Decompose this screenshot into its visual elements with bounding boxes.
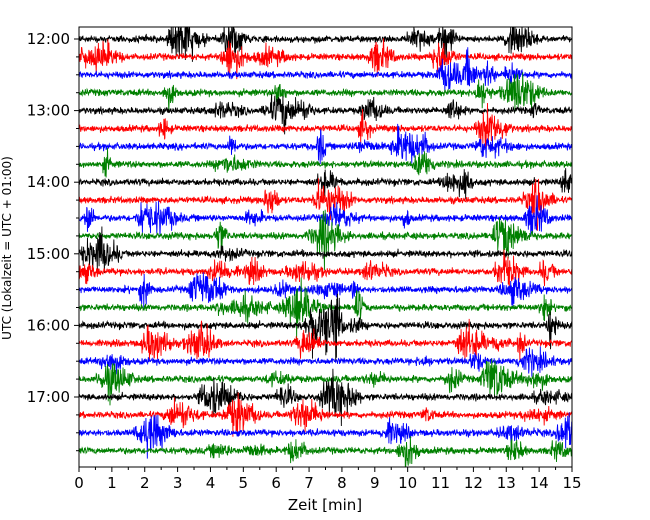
- trace-line: [79, 103, 572, 149]
- y-tick-label: 16:00: [27, 316, 70, 334]
- trace-line: [79, 293, 572, 362]
- x-tick-label: 2: [140, 474, 150, 492]
- x-tick-label: 7: [304, 474, 314, 492]
- trace-line: [79, 178, 572, 231]
- x-tick-label: 1: [107, 474, 117, 492]
- trace-line: [79, 249, 572, 293]
- trace-line: [79, 226, 572, 273]
- x-tick-label: 12: [464, 474, 483, 492]
- trace-line: [79, 412, 572, 459]
- x-tick-label: 9: [370, 474, 380, 492]
- trace-line: [79, 94, 572, 135]
- x-tick-label: 14: [530, 474, 549, 492]
- x-tick-label: 6: [271, 474, 281, 492]
- y-axis-label: UTC (Lokalzeit = UTC + 01:00): [0, 156, 14, 340]
- trace-line: [79, 47, 572, 93]
- seismogram-traces: [79, 27, 572, 467]
- trace-line: [79, 209, 572, 270]
- x-tick-label: 4: [206, 474, 216, 492]
- x-tick-label: 15: [562, 474, 581, 492]
- x-tick-label: 10: [398, 474, 417, 492]
- x-tick-label: 5: [239, 474, 249, 492]
- y-tick-label: 14:00: [27, 173, 70, 191]
- y-tick-label: 17:00: [27, 388, 70, 406]
- trace-line: [79, 436, 572, 467]
- trace-line: [79, 277, 572, 342]
- x-tick-label: 8: [337, 474, 347, 492]
- x-tick-label: 13: [497, 474, 516, 492]
- trace-line: [79, 392, 572, 437]
- trace-line: [79, 346, 572, 377]
- y-axis: 12:00 13:00 14:00 15:00 16:00 17:00: [27, 30, 79, 452]
- x-tick-label: 0: [74, 474, 84, 492]
- y-tick-label: 15:00: [27, 245, 70, 263]
- trace-line: [79, 168, 572, 200]
- x-tick-label: 3: [173, 474, 183, 492]
- y-tick-label: 12:00: [27, 30, 70, 48]
- trace-line: [79, 318, 572, 362]
- x-axis-label: Zeit [min]: [288, 496, 362, 514]
- trace-line: [79, 72, 572, 113]
- trace-line: [79, 38, 572, 80]
- trace-line: [79, 27, 572, 65]
- trace-line: [79, 358, 572, 406]
- trace-line: [79, 368, 572, 427]
- x-axis: 0 1 2 3 4 5 6 7 8 9 10 11 12 13 14 15: [74, 467, 582, 492]
- trace-line: [79, 123, 572, 165]
- y-tick-label: 13:00: [27, 102, 70, 120]
- x-tick-label: 11: [431, 474, 450, 492]
- trace-line: [79, 272, 572, 310]
- trace-line: [79, 147, 572, 178]
